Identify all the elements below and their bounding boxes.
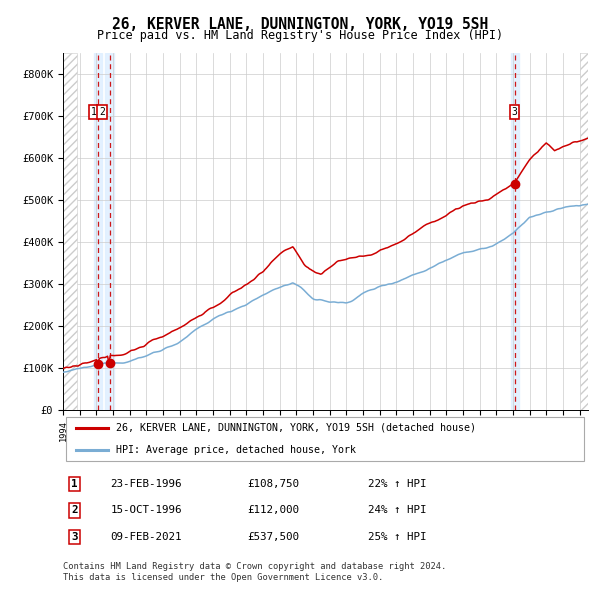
Text: £537,500: £537,500 — [247, 532, 299, 542]
Text: This data is licensed under the Open Government Licence v3.0.: This data is licensed under the Open Gov… — [63, 573, 383, 582]
Text: HPI: Average price, detached house, York: HPI: Average price, detached house, York — [115, 445, 355, 455]
Bar — [94, 53, 103, 410]
Text: 3: 3 — [512, 107, 518, 117]
Text: 1: 1 — [91, 107, 96, 117]
Bar — [106, 53, 113, 410]
Text: 1: 1 — [71, 479, 78, 489]
Text: Price paid vs. HM Land Registry's House Price Index (HPI): Price paid vs. HM Land Registry's House … — [97, 30, 503, 42]
Text: 15-OCT-1996: 15-OCT-1996 — [110, 506, 182, 515]
Text: 24% ↑ HPI: 24% ↑ HPI — [367, 506, 426, 515]
Text: 26, KERVER LANE, DUNNINGTON, YORK, YO19 5SH: 26, KERVER LANE, DUNNINGTON, YORK, YO19 … — [112, 17, 488, 31]
Text: Contains HM Land Registry data © Crown copyright and database right 2024.: Contains HM Land Registry data © Crown c… — [63, 562, 446, 571]
Text: 26, KERVER LANE, DUNNINGTON, YORK, YO19 5SH (detached house): 26, KERVER LANE, DUNNINGTON, YORK, YO19 … — [115, 423, 476, 433]
Text: £112,000: £112,000 — [247, 506, 299, 515]
Text: 2: 2 — [99, 107, 105, 117]
Text: £108,750: £108,750 — [247, 479, 299, 489]
Text: 22% ↑ HPI: 22% ↑ HPI — [367, 479, 426, 489]
Text: 25% ↑ HPI: 25% ↑ HPI — [367, 532, 426, 542]
Text: 2: 2 — [71, 506, 78, 515]
Text: 3: 3 — [71, 532, 78, 542]
Text: 09-FEB-2021: 09-FEB-2021 — [110, 532, 182, 542]
FancyBboxPatch shape — [65, 417, 584, 461]
Bar — [511, 53, 519, 410]
Text: 23-FEB-1996: 23-FEB-1996 — [110, 479, 182, 489]
